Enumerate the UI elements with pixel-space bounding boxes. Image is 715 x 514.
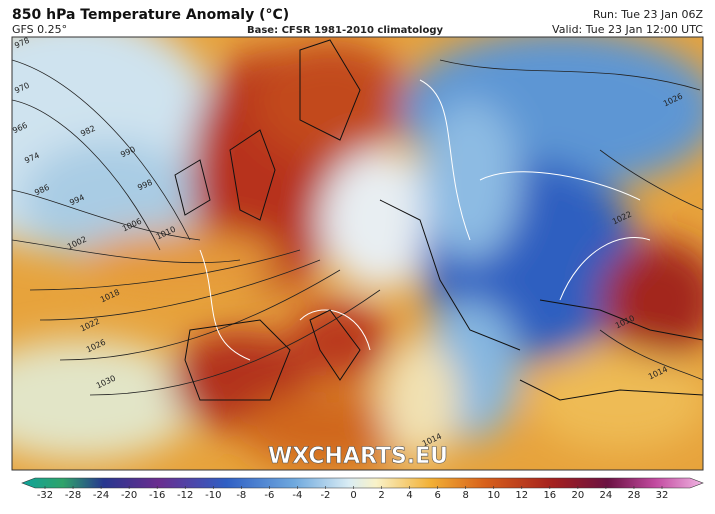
colorbar-label: 10 [487,490,500,501]
colorbar-label: -28 [65,490,81,501]
colorbar-label: 20 [571,490,584,501]
colorbar-label: 6 [434,490,440,501]
colorbar-label: 24 [600,490,613,501]
model: GFS 0.25° [12,23,67,36]
run: Run: Tue 23 Jan 06Z [593,8,704,21]
colorbar-label: 2 [378,490,384,501]
colorbar-label: -2 [320,490,330,501]
colorbar-label: -10 [205,490,221,501]
colorbar-label: -32 [37,490,53,501]
colorbar-label: 32 [656,490,669,501]
watermark: WXCHARTS.EU [268,444,448,469]
colorbar-label: 12 [515,490,528,501]
colorbar-label: 16 [543,490,556,501]
map: WXCHARTS.EU 9789709669749829869909949981… [12,37,703,470]
colorbar-label: 0 [350,490,356,501]
colorbar-label: 8 [462,490,468,501]
colorbar-label: -8 [236,490,246,501]
colorbar-label: -12 [177,490,193,501]
colorbar-label: 4 [406,490,412,501]
colorbar-label: -16 [149,490,165,501]
colorbar-label: 28 [628,490,641,501]
colorbar-label: -4 [292,490,302,501]
map-frame [11,36,704,471]
colorbar-label: -6 [264,490,274,501]
base: Base: CFSR 1981-2010 climatology [247,25,443,36]
colorbar-label: -24 [93,490,109,501]
valid: Valid: Tue 23 Jan 12:00 UTC [552,23,703,36]
title: 850 hPa Temperature Anomaly (°C) [12,7,289,23]
colorbar-label: -20 [121,490,137,501]
colorbar [21,477,704,489]
